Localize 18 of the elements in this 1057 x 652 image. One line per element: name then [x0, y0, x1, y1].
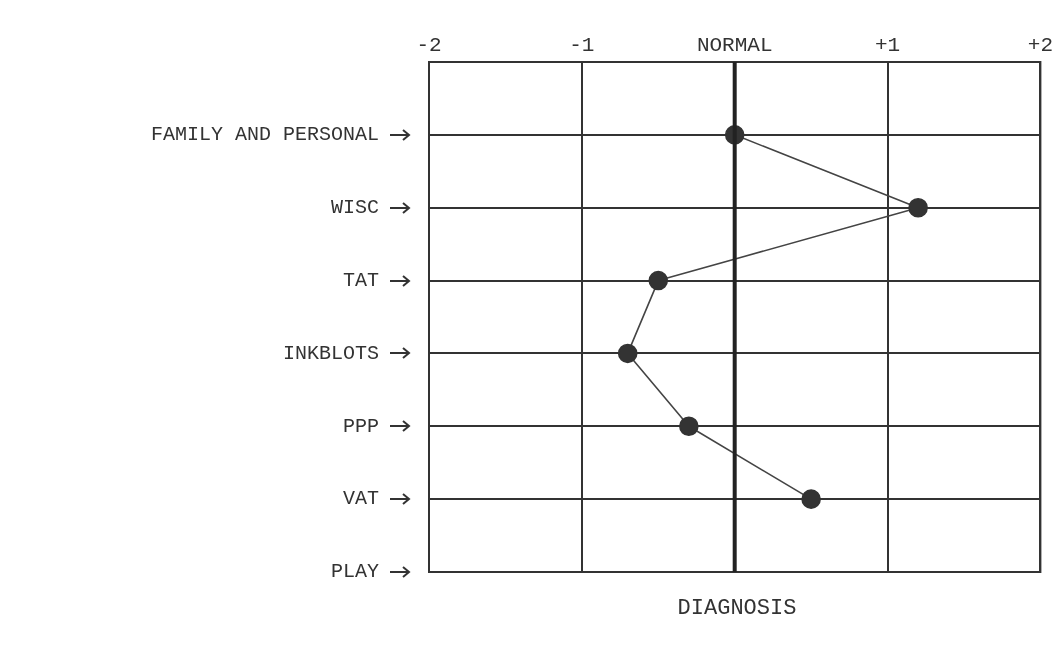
x-tick-label: NORMAL — [696, 33, 773, 57]
y-tick-label: INKBLOTS — [282, 341, 379, 365]
y-tick-label: PLAY — [330, 560, 379, 584]
y-tick-label: FAMILY AND PERSONAL — [150, 123, 379, 147]
x-tick-label: -2 — [416, 33, 442, 57]
x-tick-label: -1 — [569, 33, 595, 57]
y-tick-label: VAT — [342, 487, 379, 511]
x-axis-title: DIAGNOSIS — [676, 596, 798, 621]
point — [679, 416, 699, 437]
y-tick-label: WISC — [330, 196, 379, 220]
point — [648, 270, 669, 291]
y-tick-label: PPP — [342, 414, 379, 438]
x-tick-label: +2 — [1027, 33, 1054, 57]
point — [617, 343, 638, 364]
point — [801, 489, 821, 509]
point — [908, 197, 928, 218]
y-tick-label: TAT — [342, 268, 379, 292]
x-tick-label: +1 — [874, 33, 901, 57]
